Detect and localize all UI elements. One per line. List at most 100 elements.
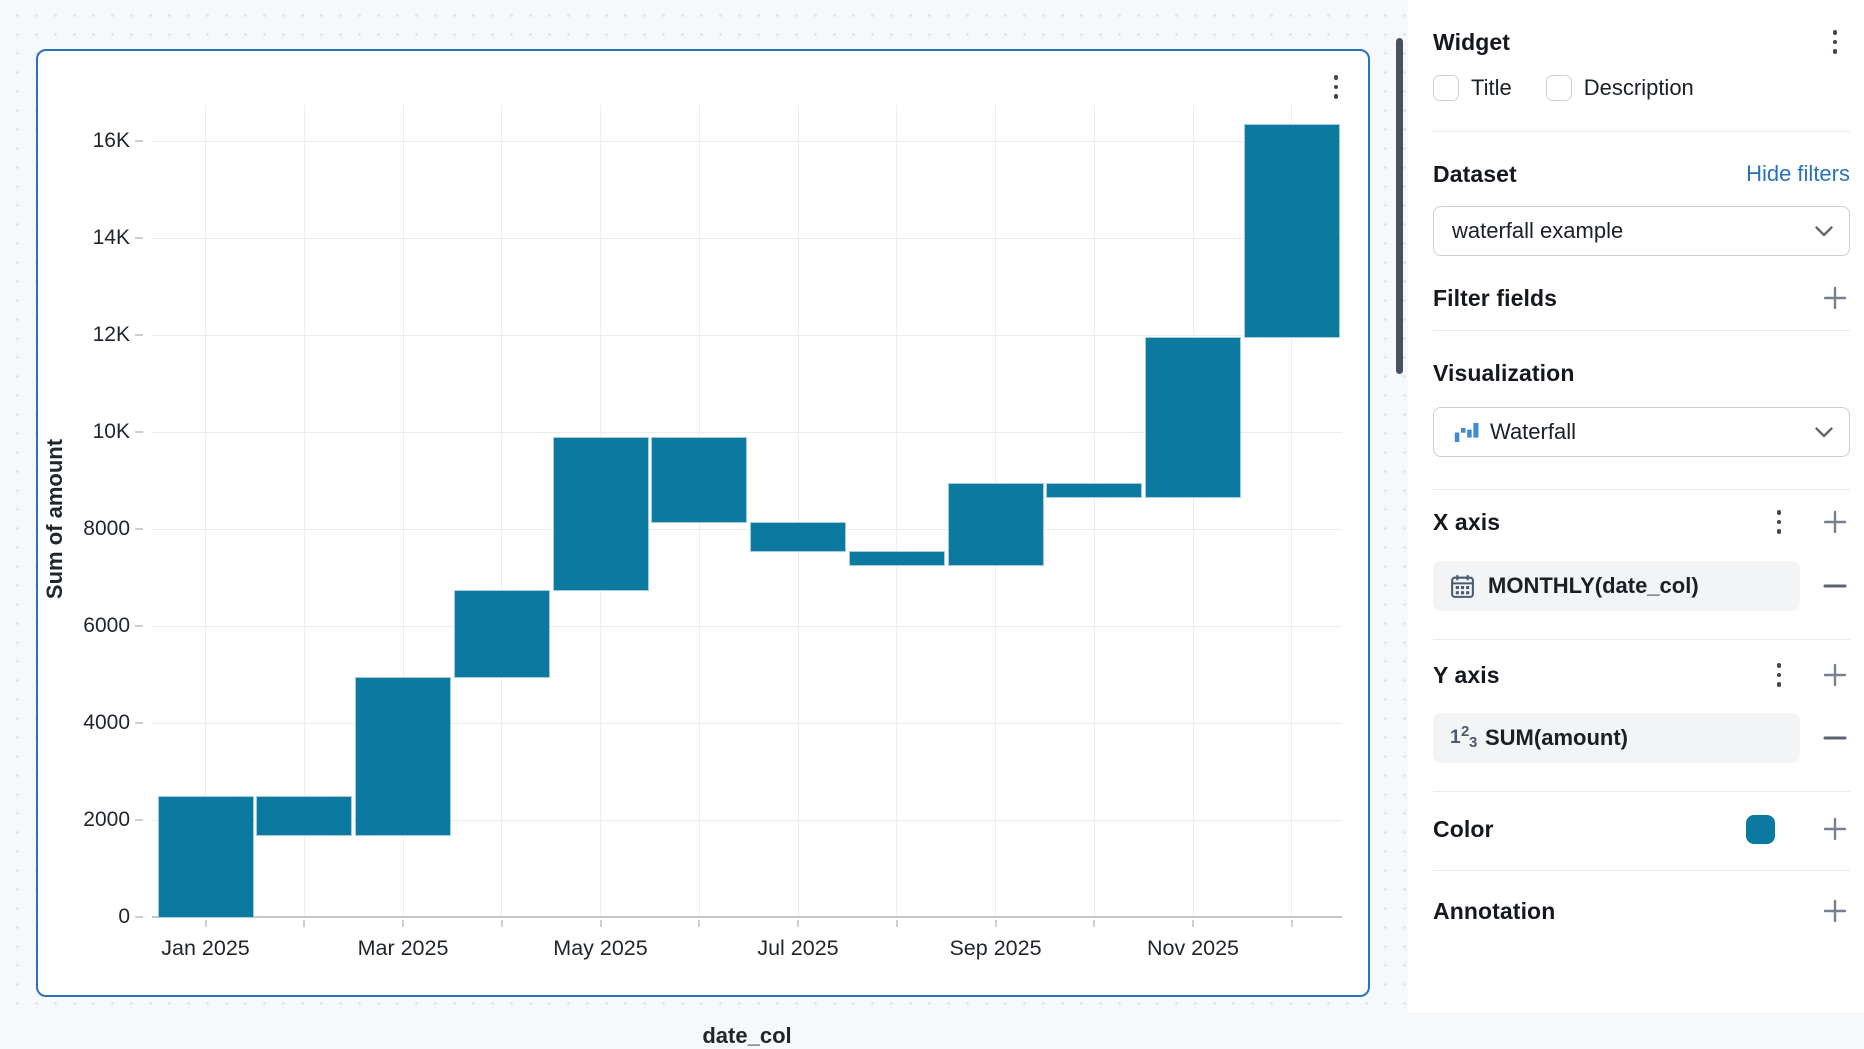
- filter-fields-heading: Filter fields: [1433, 284, 1557, 311]
- x-axis-field-chip[interactable]: MONTHLY(date_col): [1433, 561, 1800, 611]
- y-tick-label: 14K: [92, 226, 130, 249]
- y-axis-field-label: SUM(amount): [1485, 725, 1628, 750]
- add-color-rule-button[interactable]: [1820, 814, 1850, 844]
- waterfall-bar[interactable]: [750, 521, 846, 552]
- hide-filters-link[interactable]: Hide filters: [1746, 161, 1850, 186]
- chevron-down-icon: [1815, 225, 1833, 237]
- description-checkbox[interactable]: [1545, 75, 1572, 101]
- waterfall-chart: Sum of amount date_col Jan 2025 Mar 2025 M…: [38, 51, 1368, 1048]
- vertical-gridline: [501, 105, 503, 917]
- y-tick-label: 16K: [92, 129, 130, 152]
- waterfall-bar[interactable]: [651, 436, 748, 523]
- divider: [1433, 791, 1850, 792]
- dataset-select-value: waterfall example: [1452, 218, 1624, 243]
- x-axis-tick: [204, 920, 207, 927]
- x-tick-label: Sep 2025: [949, 936, 1042, 960]
- horizontal-gridline: [152, 431, 1342, 433]
- x-axis-line: [152, 916, 1342, 918]
- y-tick-label: 12K: [92, 323, 130, 346]
- y-axis-kebab-menu-icon[interactable]: [1764, 660, 1794, 690]
- dataset-select[interactable]: waterfall example: [1433, 206, 1850, 256]
- workbook-canvas: Sum of amount date_col Jan 2025 Mar 2025 M…: [0, 0, 1408, 1048]
- title-checkbox-label: Title: [1471, 75, 1512, 100]
- x-axis-kebab-menu-icon[interactable]: [1764, 507, 1794, 537]
- color-swatch[interactable]: [1746, 814, 1775, 844]
- add-y-axis-field-button[interactable]: [1820, 660, 1850, 690]
- color-heading: Color: [1433, 815, 1494, 842]
- description-checkbox-label: Description: [1583, 75, 1694, 100]
- horizontal-gridline: [152, 334, 1342, 336]
- y-axis-tick: [135, 334, 143, 336]
- x-axis-tick: [895, 920, 898, 927]
- vertical-gridline: [205, 105, 206, 917]
- horizontal-gridline: [152, 819, 1342, 821]
- x-tick-label: Nov 2025: [1146, 936, 1240, 960]
- waterfall-bar[interactable]: [157, 795, 254, 918]
- waterfall-bar[interactable]: [848, 550, 945, 567]
- x-axis-tick: [500, 920, 503, 927]
- visualization-select-value: Waterfall: [1490, 419, 1576, 444]
- y-axis-heading: Y axis: [1433, 661, 1500, 688]
- x-axis-tick: [303, 920, 306, 927]
- calendar-icon: [1449, 573, 1476, 600]
- waterfall-bar[interactable]: [552, 436, 649, 591]
- config-panel: Widget Title Description Dataset Hide fi…: [1408, 0, 1864, 1012]
- y-tick-label: 4000: [83, 711, 130, 734]
- waterfall-bar[interactable]: [947, 482, 1044, 567]
- remove-x-axis-field-button[interactable]: [1820, 571, 1850, 601]
- x-axis-heading: X axis: [1433, 508, 1501, 535]
- vertical-gridline: [303, 105, 305, 917]
- y-axis-tick: [135, 528, 143, 530]
- panel-kebab-menu-icon[interactable]: [1820, 27, 1850, 57]
- chart-widget[interactable]: Sum of amount date_col Jan 2025 Mar 2025 M…: [36, 49, 1370, 1048]
- waterfall-bar[interactable]: [1243, 124, 1340, 339]
- add-filter-field-button[interactable]: [1820, 283, 1850, 313]
- x-axis-tick: [698, 920, 701, 927]
- horizontal-gridline: [152, 140, 1342, 142]
- x-tick-label: May 2025: [553, 936, 648, 960]
- horizontal-gridline: [152, 625, 1342, 627]
- waterfall-bar[interactable]: [453, 589, 550, 678]
- vertical-gridline: [402, 105, 404, 917]
- horizontal-gridline: [152, 237, 1342, 239]
- waterfall-bar[interactable]: [256, 795, 353, 836]
- x-axis-tick: [599, 920, 602, 927]
- y-axis-tick: [135, 237, 143, 239]
- remove-y-axis-field-button[interactable]: [1820, 723, 1850, 753]
- divider: [1433, 870, 1850, 871]
- waterfall-bar[interactable]: [1145, 337, 1241, 499]
- chevron-down-icon: [1815, 426, 1833, 438]
- x-axis-tick: [994, 920, 997, 927]
- panel-scrollbar[interactable]: [1396, 38, 1403, 374]
- visualization-heading: Visualization: [1433, 359, 1575, 386]
- widget-kebab-menu-icon[interactable]: [1330, 71, 1343, 103]
- add-x-axis-field-button[interactable]: [1820, 507, 1850, 537]
- vertical-gridline: [1093, 105, 1095, 917]
- divider: [1433, 639, 1850, 640]
- waterfall-bar[interactable]: [355, 676, 451, 836]
- y-axis-tick: [135, 625, 143, 627]
- x-axis-tick: [402, 920, 404, 927]
- x-tick-label: Jul 2025: [757, 936, 839, 960]
- x-axis-title: date_col: [702, 1023, 792, 1048]
- y-axis-tick: [135, 140, 143, 142]
- y-tick-label: 8000: [83, 517, 130, 540]
- title-checkbox[interactable]: [1433, 75, 1459, 101]
- vertical-gridline: [1291, 105, 1293, 917]
- y-axis-tick: [135, 431, 143, 433]
- x-axis-tick: [1093, 920, 1096, 927]
- divider: [1433, 330, 1850, 331]
- horizontal-gridline: [152, 722, 1342, 724]
- x-axis-tick: [1290, 920, 1293, 927]
- x-tick-label: Mar 2025: [357, 936, 449, 960]
- y-axis-tick: [135, 819, 143, 821]
- y-axis-tick: [135, 916, 143, 918]
- y-tick-label: 0: [118, 905, 130, 928]
- add-annotation-button[interactable]: [1820, 896, 1850, 926]
- x-tick-label: Jan 2025: [161, 936, 250, 960]
- waterfall-bar[interactable]: [1046, 482, 1143, 499]
- visualization-select[interactable]: Waterfall: [1433, 407, 1850, 457]
- annotation-heading: Annotation: [1433, 897, 1556, 924]
- y-axis-tick: [135, 722, 143, 724]
